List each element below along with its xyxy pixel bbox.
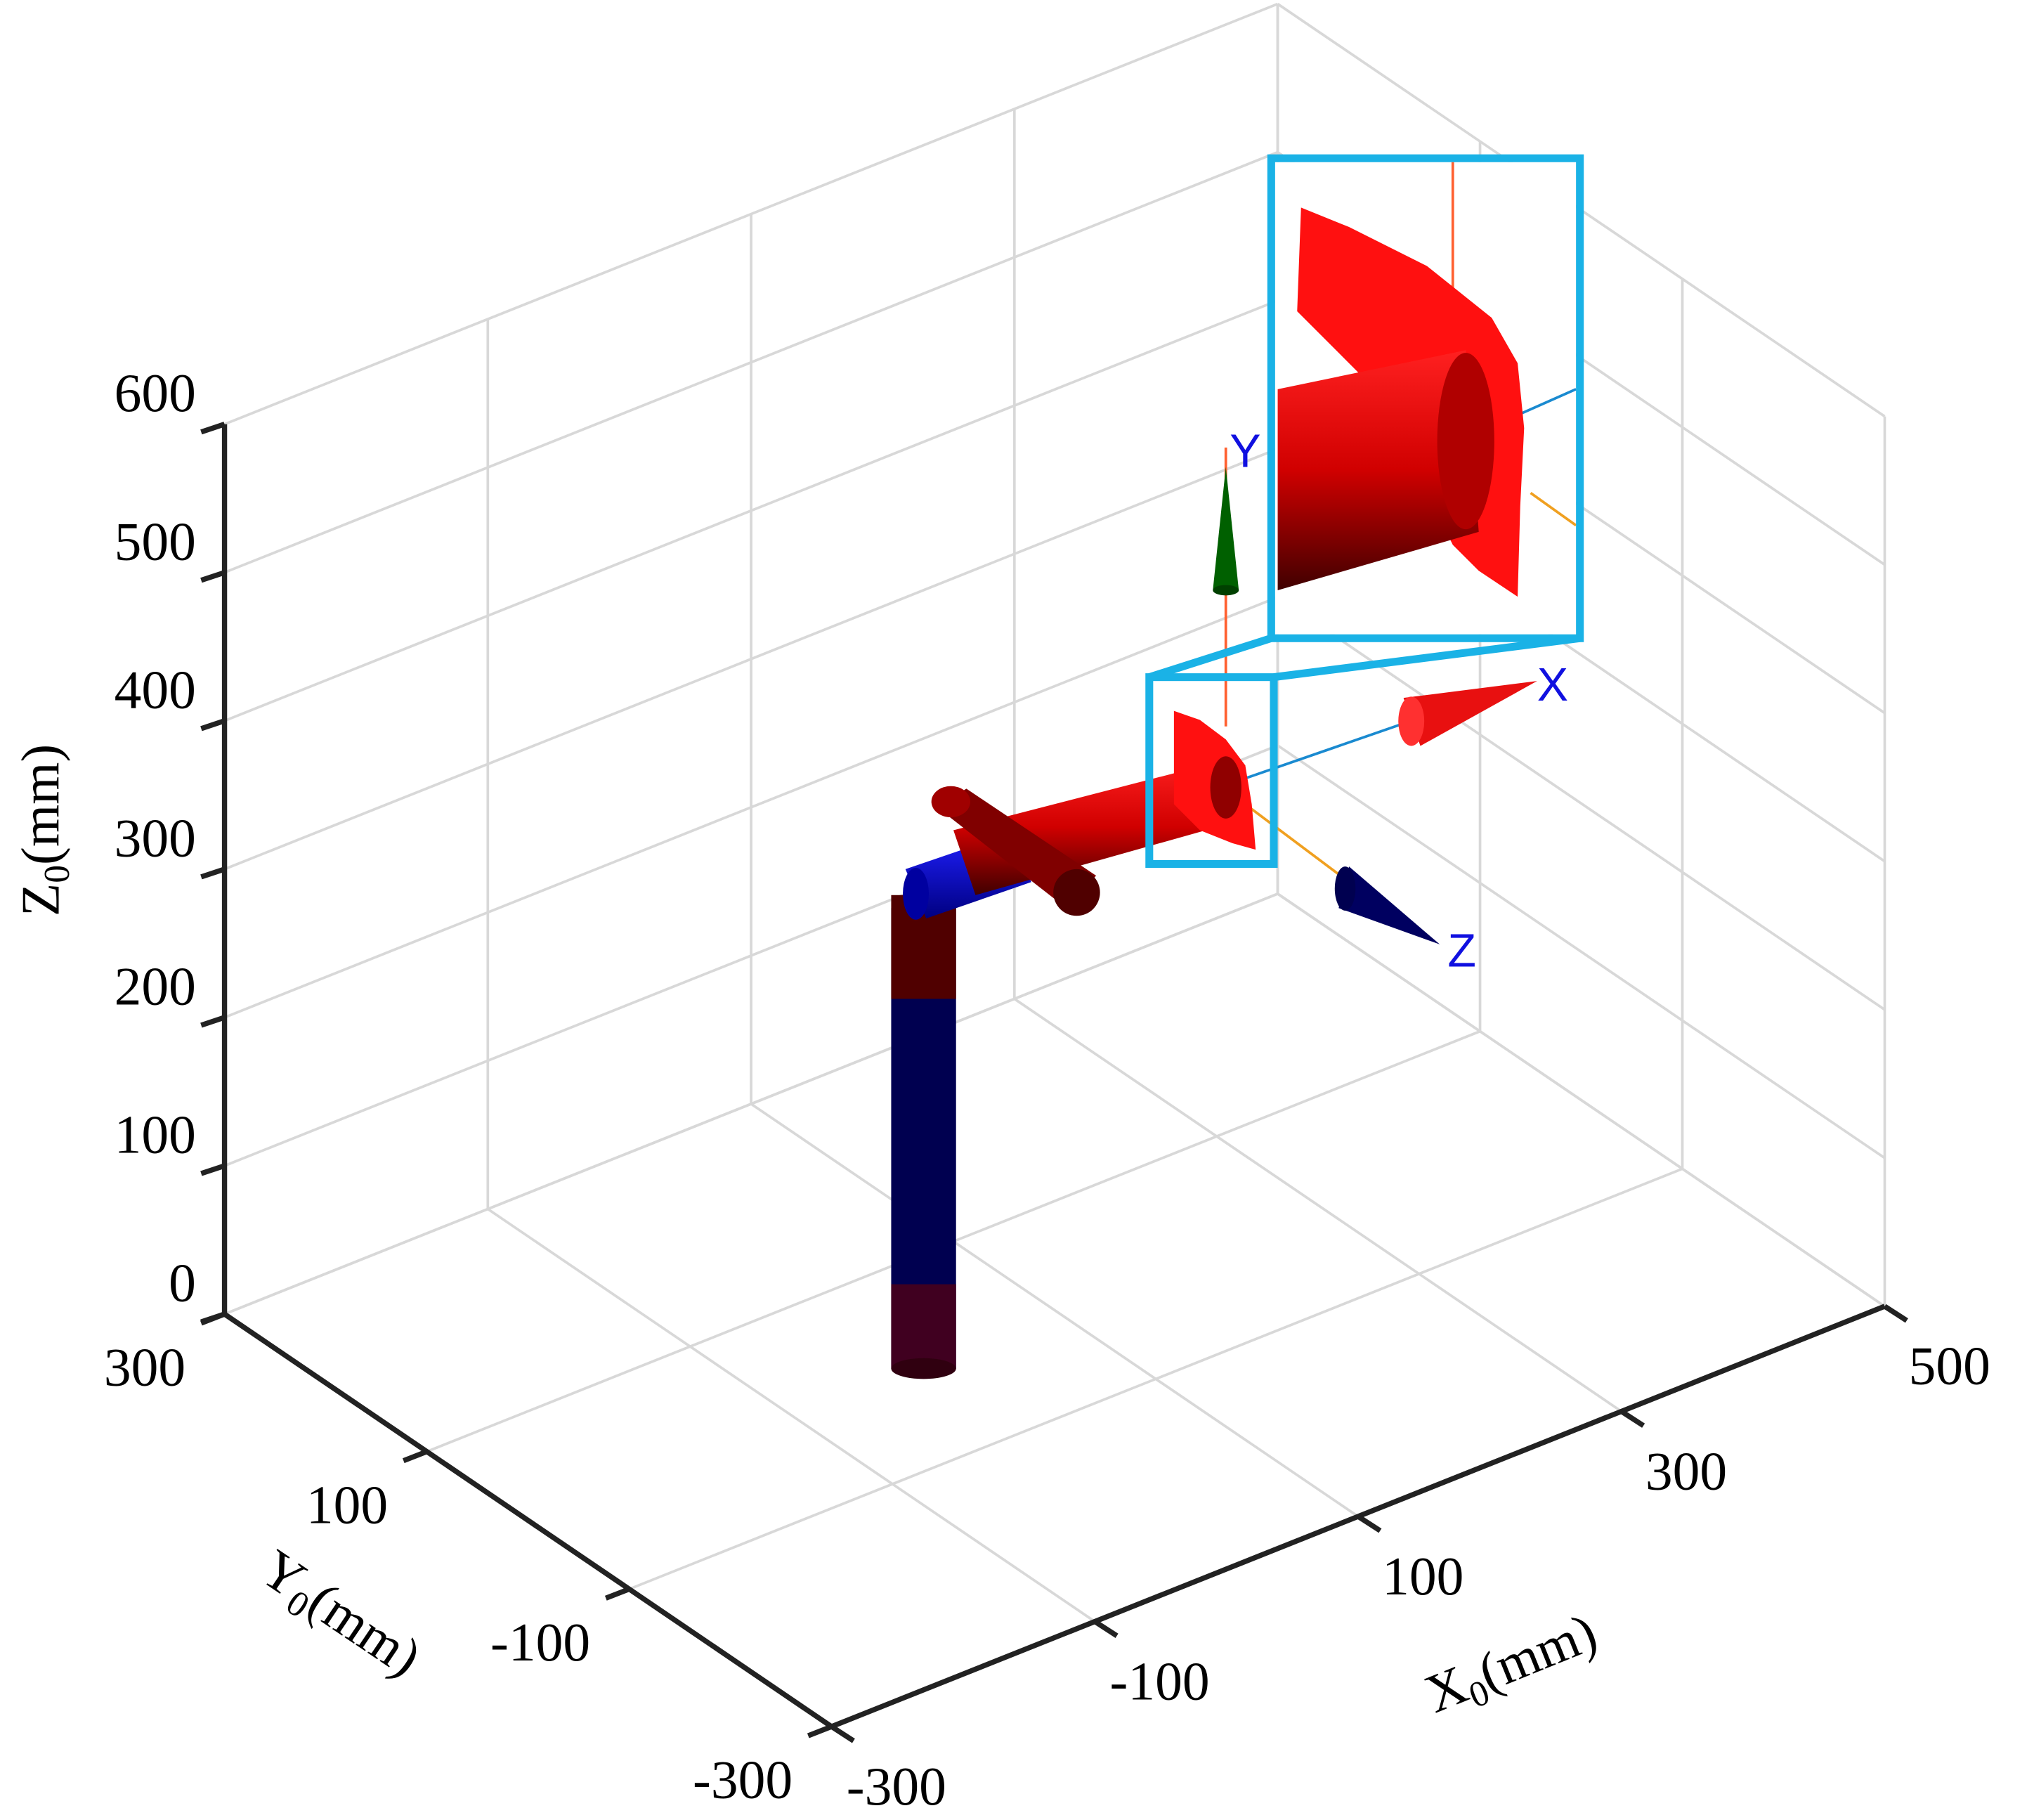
tick-mark xyxy=(1093,1619,1119,1638)
tool-end xyxy=(1210,756,1241,819)
z-axis-label: Z0(mm) xyxy=(10,744,77,916)
tick-mark xyxy=(200,1163,226,1176)
y-tick-label: 300 xyxy=(104,1337,185,1398)
tick-mark xyxy=(807,1724,833,1738)
label-unit: (mm) xyxy=(1470,1601,1605,1703)
axes: 0 100 200 300 400 500 600 -300 -100 100 300 -300 -10… xyxy=(104,363,1990,1816)
z-tick-label: 100 xyxy=(115,1105,196,1165)
x-axis-label: X0(mm) xyxy=(1416,1601,1607,1731)
robot: Y X Z xyxy=(891,154,1584,1379)
link-end xyxy=(903,868,929,920)
zoom-connector xyxy=(1273,634,1581,682)
x-tick-label: 500 xyxy=(1909,1336,1990,1396)
grid-line xyxy=(487,1207,1096,1623)
joint-end xyxy=(1053,869,1100,916)
y-tick-label: -300 xyxy=(693,1750,793,1810)
grid-line xyxy=(750,1103,1360,1518)
tick-mark xyxy=(1357,1514,1382,1533)
tool xyxy=(1277,350,1479,590)
tick-mark xyxy=(200,422,226,435)
tool-end xyxy=(1437,353,1494,530)
label-unit: (mm) xyxy=(10,744,70,865)
grid-line xyxy=(1277,892,1886,1308)
zoom-frame xyxy=(1267,154,1584,642)
frame-label: Z xyxy=(1447,925,1476,977)
joint xyxy=(937,788,1097,909)
y-cone xyxy=(1213,467,1239,590)
tick-mark xyxy=(1619,1409,1645,1428)
tick-mark xyxy=(200,1311,226,1326)
zoom-box xyxy=(1145,673,1278,869)
y-cone-base xyxy=(1213,585,1239,596)
frame-line xyxy=(1530,491,1577,527)
grid-line xyxy=(1277,744,1886,1159)
tick-mark xyxy=(200,1015,226,1028)
x-tick-label: -100 xyxy=(1110,1651,1210,1711)
x-cone xyxy=(1403,681,1537,746)
tick-mark xyxy=(830,1724,855,1743)
joint-end xyxy=(931,786,971,818)
z-tick-label: 300 xyxy=(115,807,196,868)
grid-line xyxy=(223,892,1279,1315)
grid-line xyxy=(223,2,1279,426)
x-tick-label: 100 xyxy=(1382,1546,1463,1606)
tick-mark xyxy=(402,1449,428,1464)
tick-mark xyxy=(1883,1304,1908,1323)
tick-mark xyxy=(200,866,226,880)
grid-line xyxy=(223,596,1279,1019)
z-cone xyxy=(1338,866,1440,944)
x-tick-label: 300 xyxy=(1645,1441,1727,1501)
z-cone-base xyxy=(1334,866,1356,911)
grid-line xyxy=(223,299,1279,722)
z-tick-label: 200 xyxy=(115,956,196,1016)
z-tick-label: 500 xyxy=(115,511,196,571)
column-base xyxy=(891,1284,956,1369)
grid-line xyxy=(628,1167,1683,1591)
axis-line xyxy=(223,1311,833,1729)
grid-line xyxy=(1013,997,1622,1413)
label-subscript: 0 xyxy=(37,865,77,883)
zoom-connector xyxy=(1148,634,1273,681)
y-tick-label: -100 xyxy=(490,1612,590,1672)
y-tick-label: 100 xyxy=(306,1474,388,1535)
frame-label: X xyxy=(1537,659,1568,711)
grid-line xyxy=(223,448,1279,871)
label-unit: (mm) xyxy=(298,1570,432,1688)
x-cone-base xyxy=(1398,696,1425,746)
z-tick-label: 600 xyxy=(115,363,196,423)
grid-line xyxy=(223,150,1279,574)
column-end xyxy=(891,1358,956,1379)
z-tick-label: 0 xyxy=(169,1253,196,1313)
tick-mark xyxy=(604,1586,630,1601)
tick-mark xyxy=(200,718,226,732)
tick-mark xyxy=(200,570,226,583)
grid-line xyxy=(1277,596,1886,1011)
frame-line xyxy=(1244,803,1350,883)
label-symbol: Z xyxy=(10,883,70,916)
y-axis-label: Y0(mm) xyxy=(247,1538,432,1694)
x-tick-label: -300 xyxy=(847,1756,946,1816)
frame-label: Y xyxy=(1230,426,1260,478)
z-tick-label: 400 xyxy=(115,659,196,720)
frame-line xyxy=(1517,388,1577,417)
